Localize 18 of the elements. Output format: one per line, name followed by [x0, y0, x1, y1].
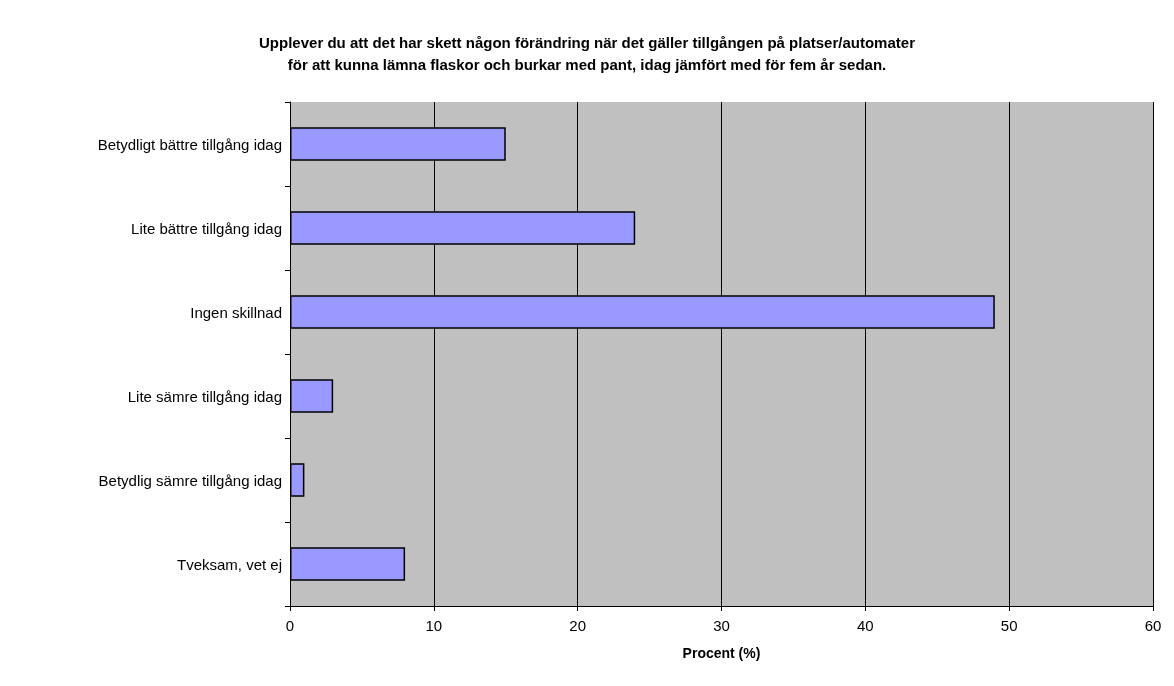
x-tick-label: 60 [1144, 617, 1162, 634]
x-tick-label: 20 [569, 617, 587, 634]
y-tick-label: Betydlig sämre tillgång idag [98, 471, 282, 489]
x-tick-label: 10 [425, 617, 443, 634]
x-axis-title: Procent (%) [682, 645, 761, 661]
chart-title: Upplever du att det har skett någon förändring när det gäller tillgången på platser/automater för att kunna lämna flaskor och burkar med pant, idag jämfört med för fem år sedan. [259, 33, 916, 73]
y-tick-label: Lite bättre tillgång idag [131, 219, 282, 237]
x-tick-label: 30 [713, 617, 730, 634]
y-tick-label: Ingen skillnad [190, 303, 282, 321]
bar [290, 547, 406, 581]
y-tick-label: Tveksam, vet ej [176, 555, 282, 573]
y-tick-label: Lite sämre tillgång idag [127, 387, 282, 405]
x-tick-label: 50 [1000, 617, 1018, 634]
x-tick-label: 0 [285, 617, 295, 634]
bar [290, 379, 334, 413]
y-tick-label: Betydligt bättre tillgång idag [97, 135, 282, 153]
bar [290, 463, 305, 497]
x-tick-label: 40 [856, 617, 874, 634]
